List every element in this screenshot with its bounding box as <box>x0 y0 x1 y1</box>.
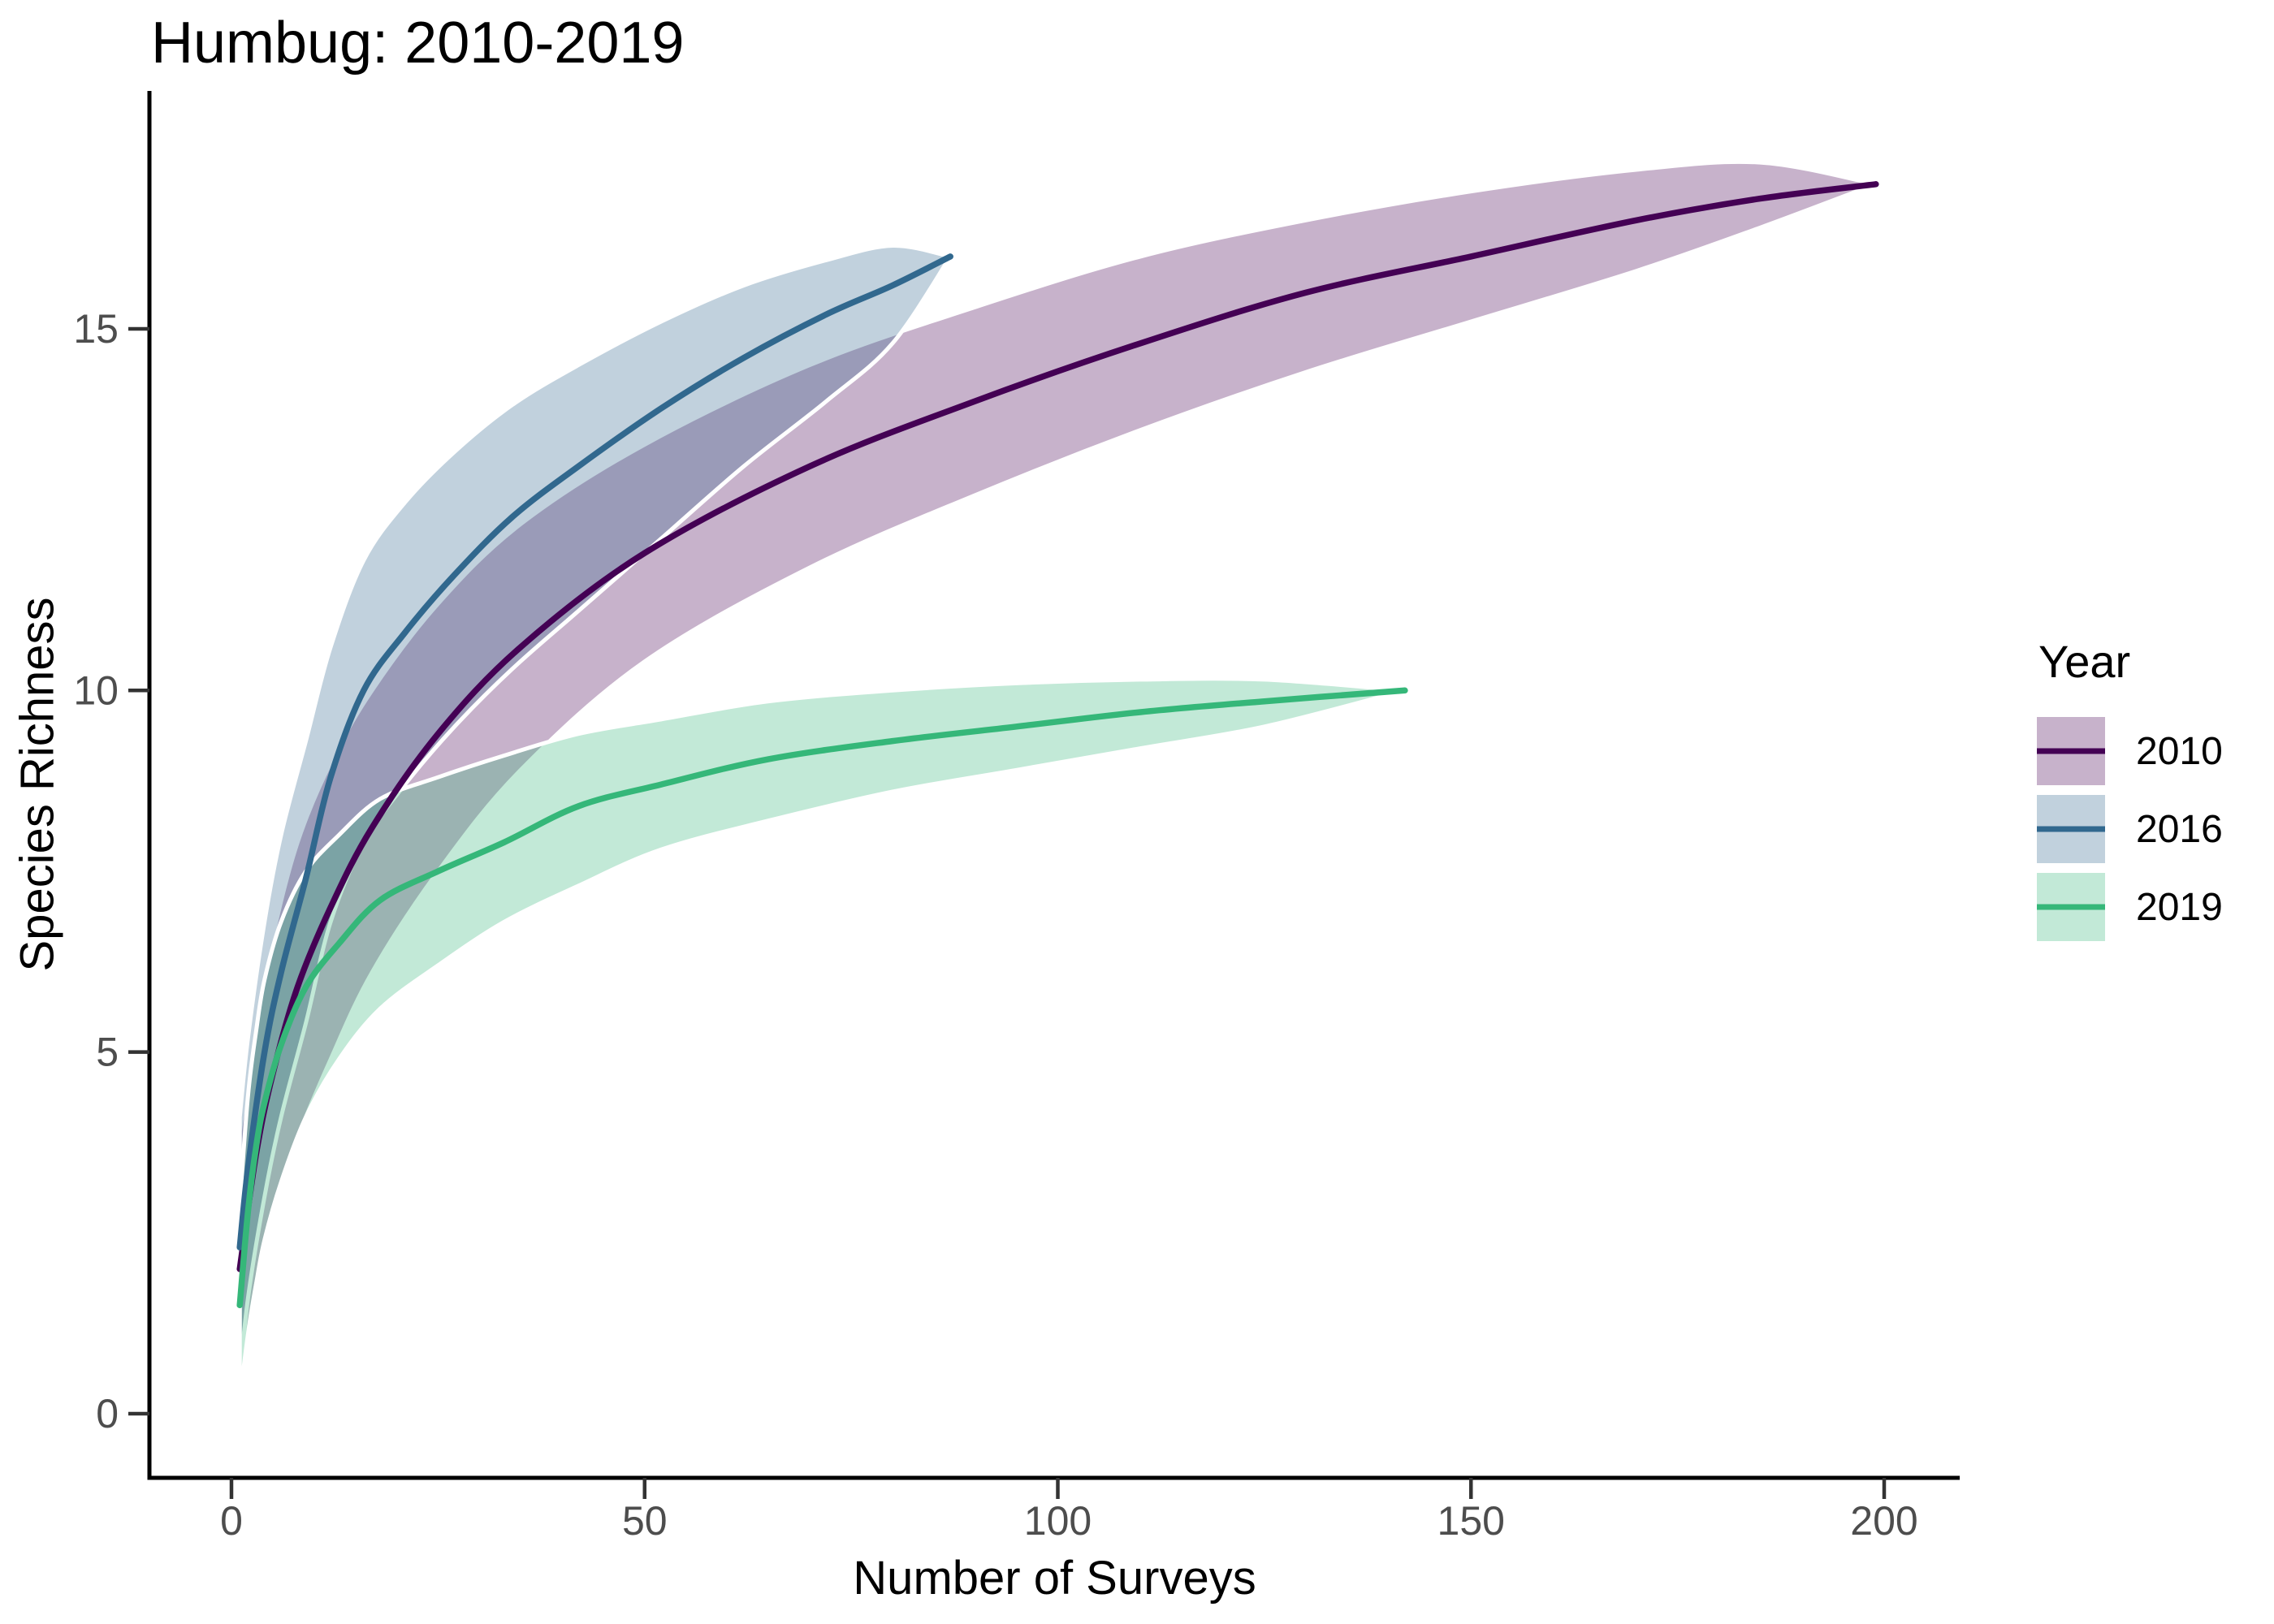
axis-lines <box>147 91 1960 1480</box>
legend-key-2016 <box>2037 795 2105 863</box>
legend-item-2010: 2010 <box>2037 717 2223 785</box>
legend-item-2016: 2016 <box>2037 795 2223 863</box>
y-tick-label: 5 <box>96 1030 119 1075</box>
y-tick-label: 10 <box>73 667 119 713</box>
legend-title: Year <box>2038 636 2131 687</box>
legend-item-2019: 2019 <box>2037 873 2223 941</box>
ribbon-2016 <box>237 243 953 1380</box>
y-axis-title: Species Richness <box>11 597 64 972</box>
legend-key-2019 <box>2037 873 2105 941</box>
ribbon-2019 <box>237 676 1407 1402</box>
x-tick-label: 150 <box>1437 1498 1505 1544</box>
y-tick-label: 0 <box>96 1391 119 1436</box>
x-tick-label: 50 <box>622 1498 668 1544</box>
line-2010 <box>236 181 1879 1272</box>
x-tick-label: 0 <box>220 1498 243 1544</box>
legend-item-label: 2010 <box>2136 729 2223 773</box>
legend: Year 2010 2016 2019 <box>2037 635 2223 951</box>
chart-title: Humbug: 2010-2019 <box>151 11 685 76</box>
x-axis-title: Number of Surveys <box>853 1552 1256 1605</box>
x-tick-label: 100 <box>1024 1498 1092 1544</box>
legend-key-line-icon <box>2037 748 2105 754</box>
legend-key-line-icon <box>2037 826 2105 832</box>
legend-item-label: 2016 <box>2136 807 2223 851</box>
line-2019 <box>236 687 1408 1309</box>
x-tick-label: 200 <box>1850 1498 1917 1544</box>
line-2016 <box>236 253 953 1250</box>
legend-key-2010 <box>2037 717 2105 785</box>
y-tick-label: 15 <box>73 306 119 352</box>
legend-items: 2010 2016 2019 <box>2037 717 2223 941</box>
legend-key-line-icon <box>2037 904 2105 910</box>
legend-item-label: 2019 <box>2136 885 2223 929</box>
